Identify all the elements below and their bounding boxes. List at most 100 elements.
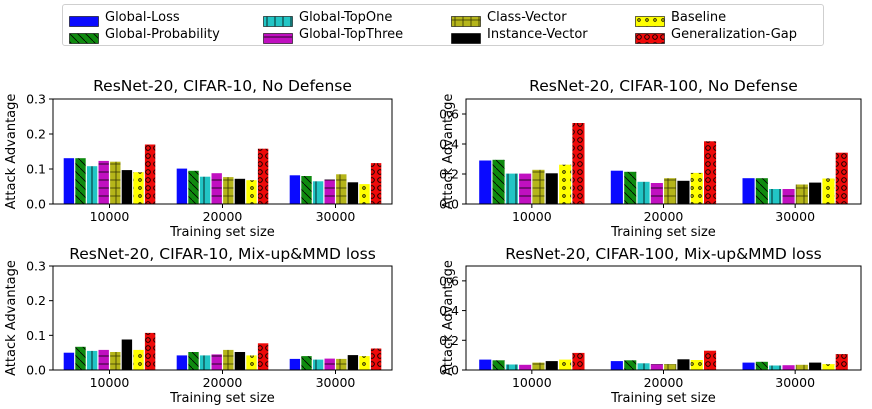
bar-instance-vector-10000	[121, 339, 133, 370]
y-tick-label: 0.1	[26, 328, 46, 343]
bar-global-probability-30000	[755, 178, 768, 204]
bar-global-loss-30000	[289, 175, 301, 204]
bar-baseline-10000	[559, 164, 572, 204]
bar-generalization-gap-20000	[257, 148, 269, 204]
bar-generalization-gap-10000	[144, 332, 156, 370]
x-tick-label: 30000	[316, 375, 356, 390]
bar-global-probability-30000	[301, 356, 312, 370]
bar-generalization-gap-30000	[370, 163, 382, 204]
bar-baseline-20000	[246, 180, 257, 204]
bar-generalization-gap-10000	[572, 123, 585, 204]
y-tick-label: 0.4	[439, 137, 459, 152]
legend-swatch	[451, 29, 481, 44]
legend-item-generalization-gap: Generalization-Gap	[635, 26, 797, 44]
bar-baseline-10000	[133, 172, 144, 204]
bar-instance-vector-30000	[347, 182, 359, 204]
legend-label: Baseline	[671, 9, 727, 25]
y-axis-label: Attack Advantage	[4, 94, 19, 210]
bar-global-probability-20000	[624, 360, 637, 370]
bar-instance-vector-30000	[347, 355, 359, 370]
bar-generalization-gap-20000	[704, 141, 717, 204]
bar-global-topthree-10000	[98, 160, 109, 204]
legend-swatch	[263, 12, 293, 27]
panel-title: ResNet-20, CIFAR-100, Mix-up&MMD loss	[505, 245, 821, 263]
y-axis-label: Attack Advantage	[441, 94, 456, 210]
bar-class-vector-20000	[223, 177, 234, 204]
bar-global-topthree-20000	[650, 364, 663, 370]
bar-global-topone-10000	[86, 166, 98, 204]
legend-item-class-vector: Class-Vector	[451, 9, 567, 27]
x-axis-label: Training set size	[169, 225, 275, 240]
x-axis-label: Training set size	[610, 225, 716, 240]
bar-global-loss-10000	[479, 359, 492, 370]
legend-swatch	[451, 12, 481, 27]
bar-baseline-30000	[359, 184, 370, 204]
chart-panel-4: 0.0 0.2 0.4 0.6 10000 20000 30000 ResNet-20, CI…	[439, 245, 862, 406]
x-tick-label: 20000	[644, 209, 684, 224]
y-tick-label: 0.2	[439, 167, 459, 182]
bar-instance-vector-20000	[677, 359, 690, 370]
legend-label: Global-Loss	[105, 9, 180, 25]
bar-global-topthree-30000	[324, 358, 335, 370]
bar-instance-vector-20000	[234, 352, 246, 370]
bar-class-vector-10000	[532, 169, 545, 204]
bar-global-loss-20000	[176, 355, 188, 370]
bar-global-loss-30000	[742, 362, 755, 370]
y-tick-label: 0.0	[439, 363, 459, 378]
legend-label: Generalization-Gap	[671, 26, 797, 42]
bar-global-loss-20000	[610, 361, 623, 370]
legend-swatch	[263, 29, 293, 44]
legend-label: Global-Probability	[105, 26, 220, 42]
x-tick-label: 30000	[775, 375, 815, 390]
bar-generalization-gap-10000	[572, 352, 585, 370]
y-tick-label: 0.2	[26, 293, 46, 308]
bar-global-loss-20000	[610, 170, 623, 204]
panel-title: ResNet-20, CIFAR-10, No Defense	[93, 77, 352, 95]
bar-class-vector-30000	[795, 364, 808, 370]
y-axis-label: Attack Advantage	[4, 260, 19, 376]
bar-global-probability-10000	[492, 360, 505, 370]
bar-global-loss-10000	[479, 160, 492, 204]
legend-item-global-topone: Global-TopOne	[263, 9, 393, 27]
legend-swatch	[69, 29, 99, 44]
bar-global-topthree-20000	[650, 183, 663, 204]
y-tick-label: 0.4	[439, 303, 459, 318]
bar-class-vector-20000	[223, 349, 234, 370]
bar-class-vector-10000	[110, 352, 121, 370]
legend-label: Global-TopOne	[299, 9, 393, 25]
y-tick-label: 0.0	[26, 363, 46, 378]
bar-global-topthree-20000	[211, 354, 222, 370]
bar-instance-vector-20000	[234, 178, 246, 204]
bar-baseline-10000	[133, 349, 144, 370]
bar-global-probability-20000	[624, 171, 637, 205]
bar-global-topthree-10000	[519, 364, 532, 370]
bar-global-topthree-30000	[324, 179, 335, 204]
bar-global-probability-10000	[492, 159, 505, 205]
bar-class-vector-30000	[336, 358, 347, 370]
y-tick-label: 0.0	[439, 197, 459, 212]
chart-panel-3: 0.0 0.1 0.2 0.3 10000 20000 30000 ResNet-20, CI…	[4, 245, 393, 406]
y-tick-label: 0.3	[26, 259, 46, 274]
legend-label: Class-Vector	[487, 9, 567, 25]
legend-swatch	[635, 12, 665, 27]
legend-item-global-loss: Global-Loss	[69, 9, 180, 27]
bar-generalization-gap-20000	[704, 350, 717, 370]
chart-panel-2: 0.0 0.2 0.4 0.6 10000 20000 30000 ResNet-20, CI…	[439, 77, 862, 240]
bar-global-topthree-30000	[782, 365, 795, 370]
bar-instance-vector-20000	[677, 180, 690, 205]
y-axis-label: Attack Advantage	[441, 260, 456, 376]
bar-global-loss-20000	[176, 168, 188, 204]
bar-global-probability-30000	[755, 361, 768, 370]
y-tick-label: 0.0	[26, 197, 46, 212]
bar-global-topthree-10000	[519, 173, 532, 204]
y-tick-label: 0.2	[26, 127, 46, 142]
chart-legend: Global-Loss Global-Probability Global-TopO…	[62, 4, 824, 46]
bar-global-probability-20000	[188, 170, 199, 205]
bar-instance-vector-30000	[809, 362, 822, 370]
bar-global-topthree-20000	[211, 173, 222, 204]
bar-global-topone-10000	[505, 173, 518, 204]
bar-class-vector-20000	[664, 178, 677, 204]
bar-generalization-gap-20000	[257, 343, 269, 370]
y-tick-label: 0.6	[439, 107, 459, 122]
